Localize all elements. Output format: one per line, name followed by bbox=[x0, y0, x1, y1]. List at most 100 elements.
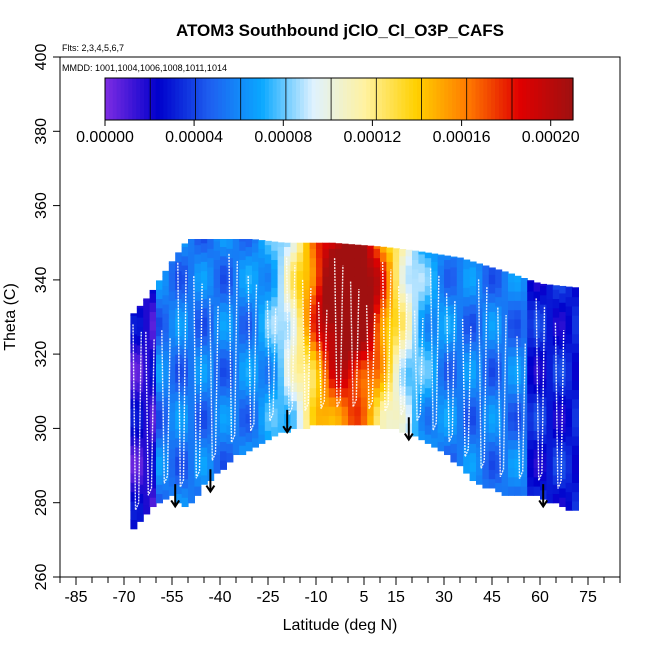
heatmap-cell bbox=[200, 400, 208, 411]
heatmap-cell bbox=[188, 335, 195, 346]
heatmap-cell bbox=[354, 276, 362, 287]
heatmap-cell bbox=[508, 374, 515, 385]
heatmap-cell bbox=[220, 450, 227, 461]
heatmap-cell bbox=[156, 391, 163, 402]
heatmap-cell bbox=[488, 441, 496, 452]
heatmap-cell bbox=[341, 406, 349, 417]
heatmap-cell bbox=[264, 318, 272, 329]
colorbar-swatch bbox=[440, 78, 445, 120]
heatmap-cell bbox=[565, 287, 573, 298]
heatmap-cell bbox=[424, 313, 432, 324]
dates-label: MMDD: 1001,1004,1006,1008,1011,1014 bbox=[62, 63, 227, 73]
flight-track-profile bbox=[161, 330, 171, 484]
heatmap-cell bbox=[546, 428, 554, 439]
arrow-markers bbox=[170, 409, 549, 509]
heatmap-cell bbox=[309, 285, 317, 296]
heatmap-cell bbox=[348, 266, 355, 277]
heatmap-cell bbox=[354, 406, 362, 417]
heatmap-cell bbox=[418, 421, 426, 431]
heatmap-cell bbox=[156, 484, 163, 495]
heatmap-cell bbox=[508, 291, 515, 301]
heatmap-cell bbox=[194, 300, 202, 311]
heatmap-cell bbox=[322, 285, 330, 296]
colorbar-swatch bbox=[331, 78, 336, 120]
heatmap-cell bbox=[194, 281, 202, 292]
heatmap-cell bbox=[418, 251, 426, 255]
heatmap-cell bbox=[514, 318, 522, 329]
colorbar-swatch bbox=[144, 78, 149, 120]
heatmap-cell bbox=[264, 402, 272, 413]
chart-title: ATOM3 Southbound jClO_Cl_O3P_CAFS bbox=[176, 21, 504, 40]
heatmap-cell bbox=[392, 400, 400, 411]
heatmap-cell bbox=[213, 343, 221, 353]
heatmap-cell bbox=[296, 279, 304, 290]
heatmap-cell bbox=[188, 298, 195, 309]
heatmap-cell bbox=[232, 333, 240, 344]
heatmap-cell bbox=[220, 385, 227, 396]
heatmap-cell bbox=[386, 391, 394, 402]
heatmap-cell bbox=[520, 365, 528, 376]
heatmap-cell bbox=[495, 370, 503, 381]
flight-track-profile bbox=[477, 279, 488, 469]
heatmap-cell bbox=[444, 259, 451, 270]
heatmap-cell bbox=[456, 409, 464, 420]
heatmap-cell bbox=[207, 424, 215, 435]
heatmap-cell bbox=[450, 331, 458, 342]
heatmap-cell bbox=[444, 426, 451, 437]
heatmap-cell bbox=[360, 396, 368, 407]
heatmap-cell bbox=[367, 285, 375, 296]
heatmap-cell bbox=[373, 331, 381, 342]
heatmap-cell bbox=[200, 456, 208, 467]
heatmap-cell bbox=[188, 326, 195, 337]
colorbar-swatch bbox=[249, 78, 254, 120]
colorbar-swatch bbox=[549, 78, 555, 120]
heatmap-cell bbox=[296, 317, 304, 327]
heatmap-cell bbox=[181, 450, 189, 461]
heatmap-cell bbox=[546, 298, 554, 309]
heatmap-cell bbox=[546, 456, 554, 467]
heatmap-cell bbox=[476, 428, 483, 439]
heatmap-cell bbox=[527, 439, 535, 450]
heatmap-cell bbox=[207, 276, 215, 287]
heatmap-cell bbox=[335, 266, 343, 277]
heatmap-cell bbox=[162, 471, 170, 482]
heatmap-cell bbox=[322, 248, 330, 259]
heatmap-cell bbox=[156, 409, 163, 420]
heatmap-cell bbox=[200, 363, 208, 374]
heatmap-cell bbox=[168, 346, 176, 357]
heatmap-cell bbox=[572, 370, 579, 381]
colorbar-swatch bbox=[463, 78, 469, 120]
heatmap-cell bbox=[565, 370, 573, 381]
heatmap-cell bbox=[572, 389, 579, 400]
heatmap-cell bbox=[405, 348, 413, 359]
heatmap-cell bbox=[495, 445, 503, 456]
heatmap-cell bbox=[194, 253, 202, 264]
heatmap-cell bbox=[168, 281, 176, 292]
heatmap-cell bbox=[162, 387, 170, 398]
heatmap-cell bbox=[258, 266, 266, 277]
colorbar-swatch bbox=[159, 78, 165, 120]
heatmap-cell bbox=[495, 417, 503, 428]
heatmap-cell bbox=[156, 289, 163, 300]
heatmap-cell bbox=[162, 396, 170, 407]
heatmap-cell bbox=[290, 419, 298, 430]
heatmap-cell bbox=[194, 476, 202, 487]
heatmap-cell bbox=[213, 454, 221, 465]
heatmap-cell bbox=[482, 330, 490, 340]
heatmap-cell bbox=[252, 279, 259, 290]
heatmap-cell bbox=[520, 300, 528, 311]
heatmap-cell bbox=[533, 282, 541, 292]
colorbar-swatch bbox=[541, 78, 547, 120]
heatmap-cell bbox=[469, 266, 477, 277]
heatmap-cell bbox=[463, 352, 471, 363]
heatmap-cell bbox=[200, 372, 208, 383]
heatmap-cell bbox=[309, 257, 317, 268]
heatmap-cell bbox=[175, 447, 183, 457]
colorbar-swatch bbox=[171, 78, 176, 120]
heatmap-cell bbox=[226, 434, 234, 444]
heatmap-cell bbox=[552, 465, 560, 476]
heatmap-cell bbox=[271, 389, 279, 400]
heatmap-cell bbox=[175, 261, 183, 272]
heatmap-cell bbox=[348, 378, 355, 389]
